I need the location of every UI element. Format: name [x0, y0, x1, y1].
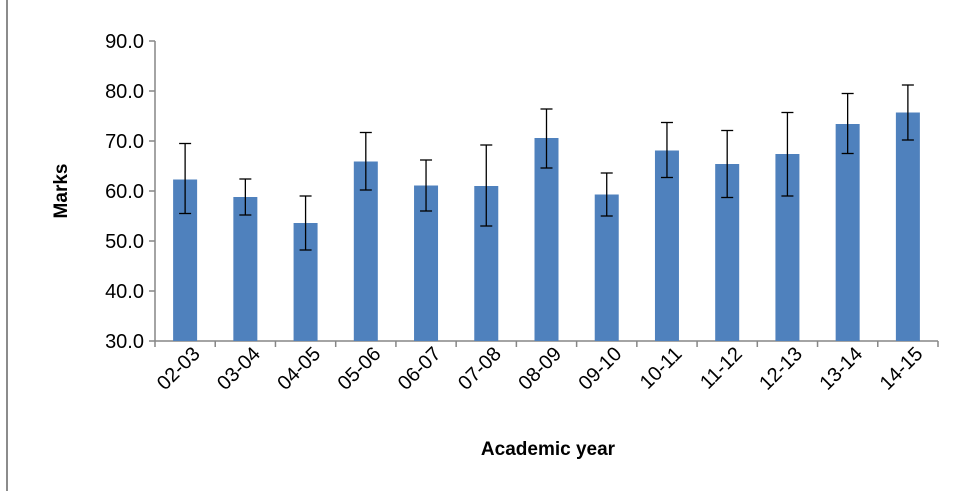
bar	[654, 150, 679, 341]
x-tick-label: 14-15	[876, 343, 928, 395]
error-bars	[179, 84, 914, 251]
error-bar	[660, 121, 673, 179]
error-bar	[540, 108, 553, 169]
x-tick-label: 05-06	[334, 343, 386, 395]
error-bar	[781, 111, 794, 197]
x-tick-label: 10-11	[636, 343, 687, 394]
y-axis: 30.0 40.0 50.0 60.0 70.0 80.0 90.0	[105, 31, 156, 353]
error-bar	[420, 159, 433, 212]
error-bar	[239, 178, 252, 216]
error-bar	[841, 92, 854, 155]
bar	[353, 161, 378, 341]
error-bar	[299, 195, 312, 251]
x-tick-label: 02-03	[153, 343, 205, 395]
x-tick-label: 13-14	[815, 343, 867, 395]
error-bar	[901, 84, 914, 141]
y-tick-label: 90.0	[105, 31, 144, 53]
bar	[594, 194, 619, 341]
y-tick-label: 40.0	[105, 281, 144, 303]
x-tick-label: 11-12	[696, 343, 747, 394]
error-bar	[359, 131, 372, 191]
window-left-border	[6, 0, 8, 491]
y-tick-label: 70.0	[105, 131, 144, 153]
y-tick-label: 60.0	[105, 181, 144, 203]
x-axis-title: Academic year	[481, 439, 616, 460]
bar	[233, 197, 258, 341]
x-axis: 02-03 03-04 04-05 05-06 06-07 07-08 08-09 09-10…	[153, 340, 939, 395]
x-tick-label: 04-05	[273, 343, 325, 395]
x-tick-label: 03-04	[213, 343, 265, 395]
x-tick-label: 09-10	[575, 343, 627, 395]
x-tick-label: 07-08	[454, 343, 506, 395]
error-bar	[721, 129, 734, 199]
y-tick-label: 80.0	[105, 81, 144, 103]
y-tick-label: 50.0	[105, 231, 144, 253]
x-tick-label: 06-07	[394, 343, 446, 395]
bar	[835, 124, 860, 341]
y-axis-title: Marks	[51, 164, 72, 219]
error-bar	[179, 142, 192, 215]
x-tick-label: 08-09	[514, 343, 566, 395]
y-tick-label: 30.0	[105, 331, 144, 353]
error-bar	[480, 144, 493, 227]
bar	[534, 138, 559, 341]
error-bar	[600, 172, 613, 217]
x-tick-label: 12-13	[755, 343, 807, 395]
bar	[895, 112, 920, 341]
